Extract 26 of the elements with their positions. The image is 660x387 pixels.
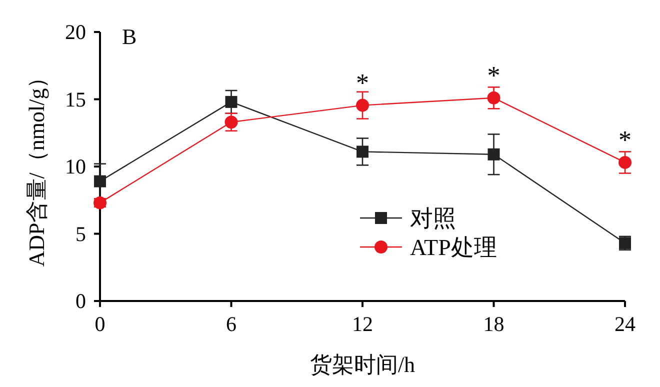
point: [618, 156, 632, 169]
x-axis-title: 货架时间/h: [310, 352, 416, 377]
point: [356, 146, 368, 158]
point: [94, 175, 106, 188]
x-tick-label: 6: [226, 312, 236, 336]
x-tick-label: 12: [352, 312, 373, 336]
legend-label: ATP处理: [410, 235, 497, 260]
point: [488, 148, 500, 160]
x-tick-label: 24: [614, 312, 636, 336]
point: [224, 116, 238, 129]
annotation: *: [356, 68, 369, 98]
y-tick-label: 20: [65, 20, 86, 44]
y-tick-label: 10: [65, 154, 86, 178]
annotation: *: [487, 60, 500, 90]
annotation: B: [122, 24, 137, 49]
legend-label: 对照: [410, 206, 456, 231]
y-axis-title: ADP含量/（nmol/g）: [24, 66, 49, 267]
y-tick-label: 15: [65, 87, 86, 112]
x-tick-label: 0: [94, 312, 106, 336]
y-tick-label: 0: [76, 289, 86, 313]
point: [356, 98, 369, 112]
point: [487, 91, 500, 104]
annotation: *: [618, 125, 632, 154]
point: [225, 96, 238, 108]
x-tick-label: 18: [483, 312, 504, 336]
y-tick-label: 5: [76, 222, 86, 246]
